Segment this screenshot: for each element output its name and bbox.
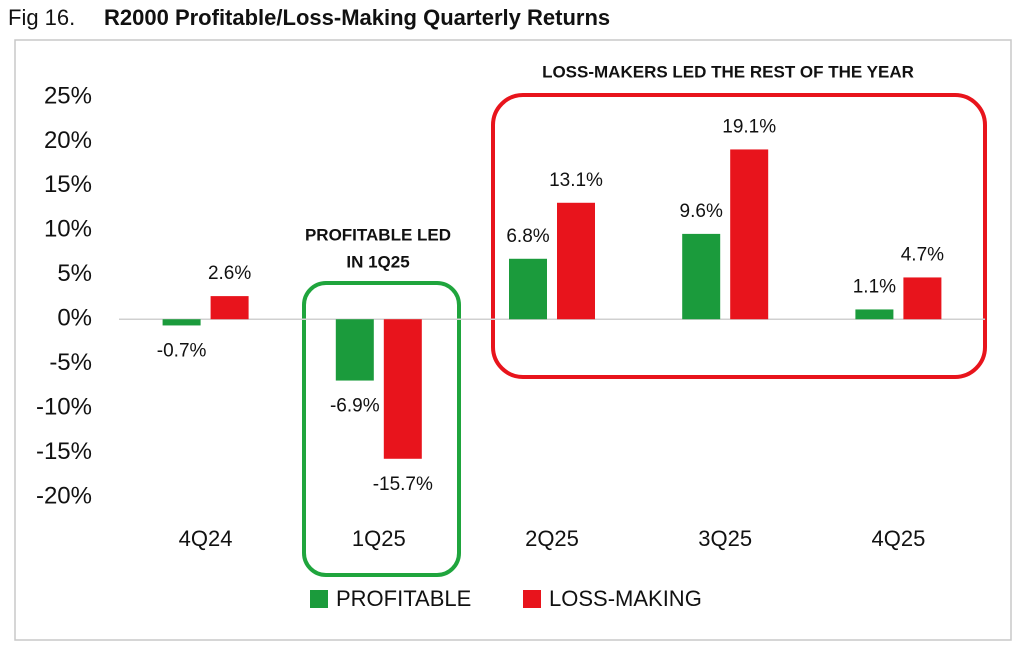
value-label: 9.6% xyxy=(680,201,723,222)
value-label: 2.6% xyxy=(208,263,251,284)
bar xyxy=(557,202,595,320)
legend-label: PROFITABLE xyxy=(336,586,471,611)
y-tick-label: 0% xyxy=(57,305,92,332)
y-tick-label: 15% xyxy=(44,171,92,198)
y-tick-label: -5% xyxy=(49,349,92,376)
y-tick-label: 5% xyxy=(57,260,92,287)
bar xyxy=(903,277,942,320)
value-label: -0.7% xyxy=(157,340,207,361)
legend-swatch xyxy=(310,590,328,608)
highlight-box-loss xyxy=(491,93,987,379)
x-tick-label: 1Q25 xyxy=(352,526,406,551)
value-label: 6.8% xyxy=(506,226,549,247)
bar xyxy=(335,319,374,381)
value-label: 1.1% xyxy=(853,276,896,297)
annotation: LOSS-MAKERS LED THE REST OF THE YEAR xyxy=(542,62,914,81)
x-tick-label: 4Q24 xyxy=(179,526,233,551)
bar xyxy=(210,296,249,320)
y-tick-label: -10% xyxy=(36,393,92,420)
annotation: IN 1Q25 xyxy=(346,252,409,271)
value-label: 19.1% xyxy=(722,116,776,137)
highlight-box-profitable xyxy=(302,281,461,577)
bar xyxy=(509,258,547,320)
y-tick-label: -15% xyxy=(36,438,92,465)
chart-title: R2000 Profitable/Loss-Making Quarterly R… xyxy=(104,5,610,30)
bar xyxy=(730,149,769,320)
y-tick-label: 25% xyxy=(44,82,92,109)
y-tick-label: -20% xyxy=(36,482,92,509)
x-tick-label: 3Q25 xyxy=(698,526,752,551)
annotation: PROFITABLE LED xyxy=(305,225,451,244)
value-label: -6.9% xyxy=(330,396,380,417)
legend-label: LOSS-MAKING xyxy=(549,586,702,611)
x-tick-label: 4Q25 xyxy=(871,526,925,551)
x-tick-label: 2Q25 xyxy=(525,526,579,551)
bar xyxy=(383,319,422,459)
bar xyxy=(162,319,201,326)
y-tick-label: 20% xyxy=(44,127,92,154)
value-label: 13.1% xyxy=(549,170,603,191)
bar xyxy=(855,309,894,320)
legend-swatch xyxy=(523,590,541,608)
value-label: 4.7% xyxy=(901,244,944,265)
value-label: -15.7% xyxy=(373,474,433,495)
chart-frame xyxy=(14,39,1012,641)
figure-number: Fig 16. xyxy=(8,5,75,30)
y-tick-label: 10% xyxy=(44,216,92,243)
bar xyxy=(682,233,721,320)
